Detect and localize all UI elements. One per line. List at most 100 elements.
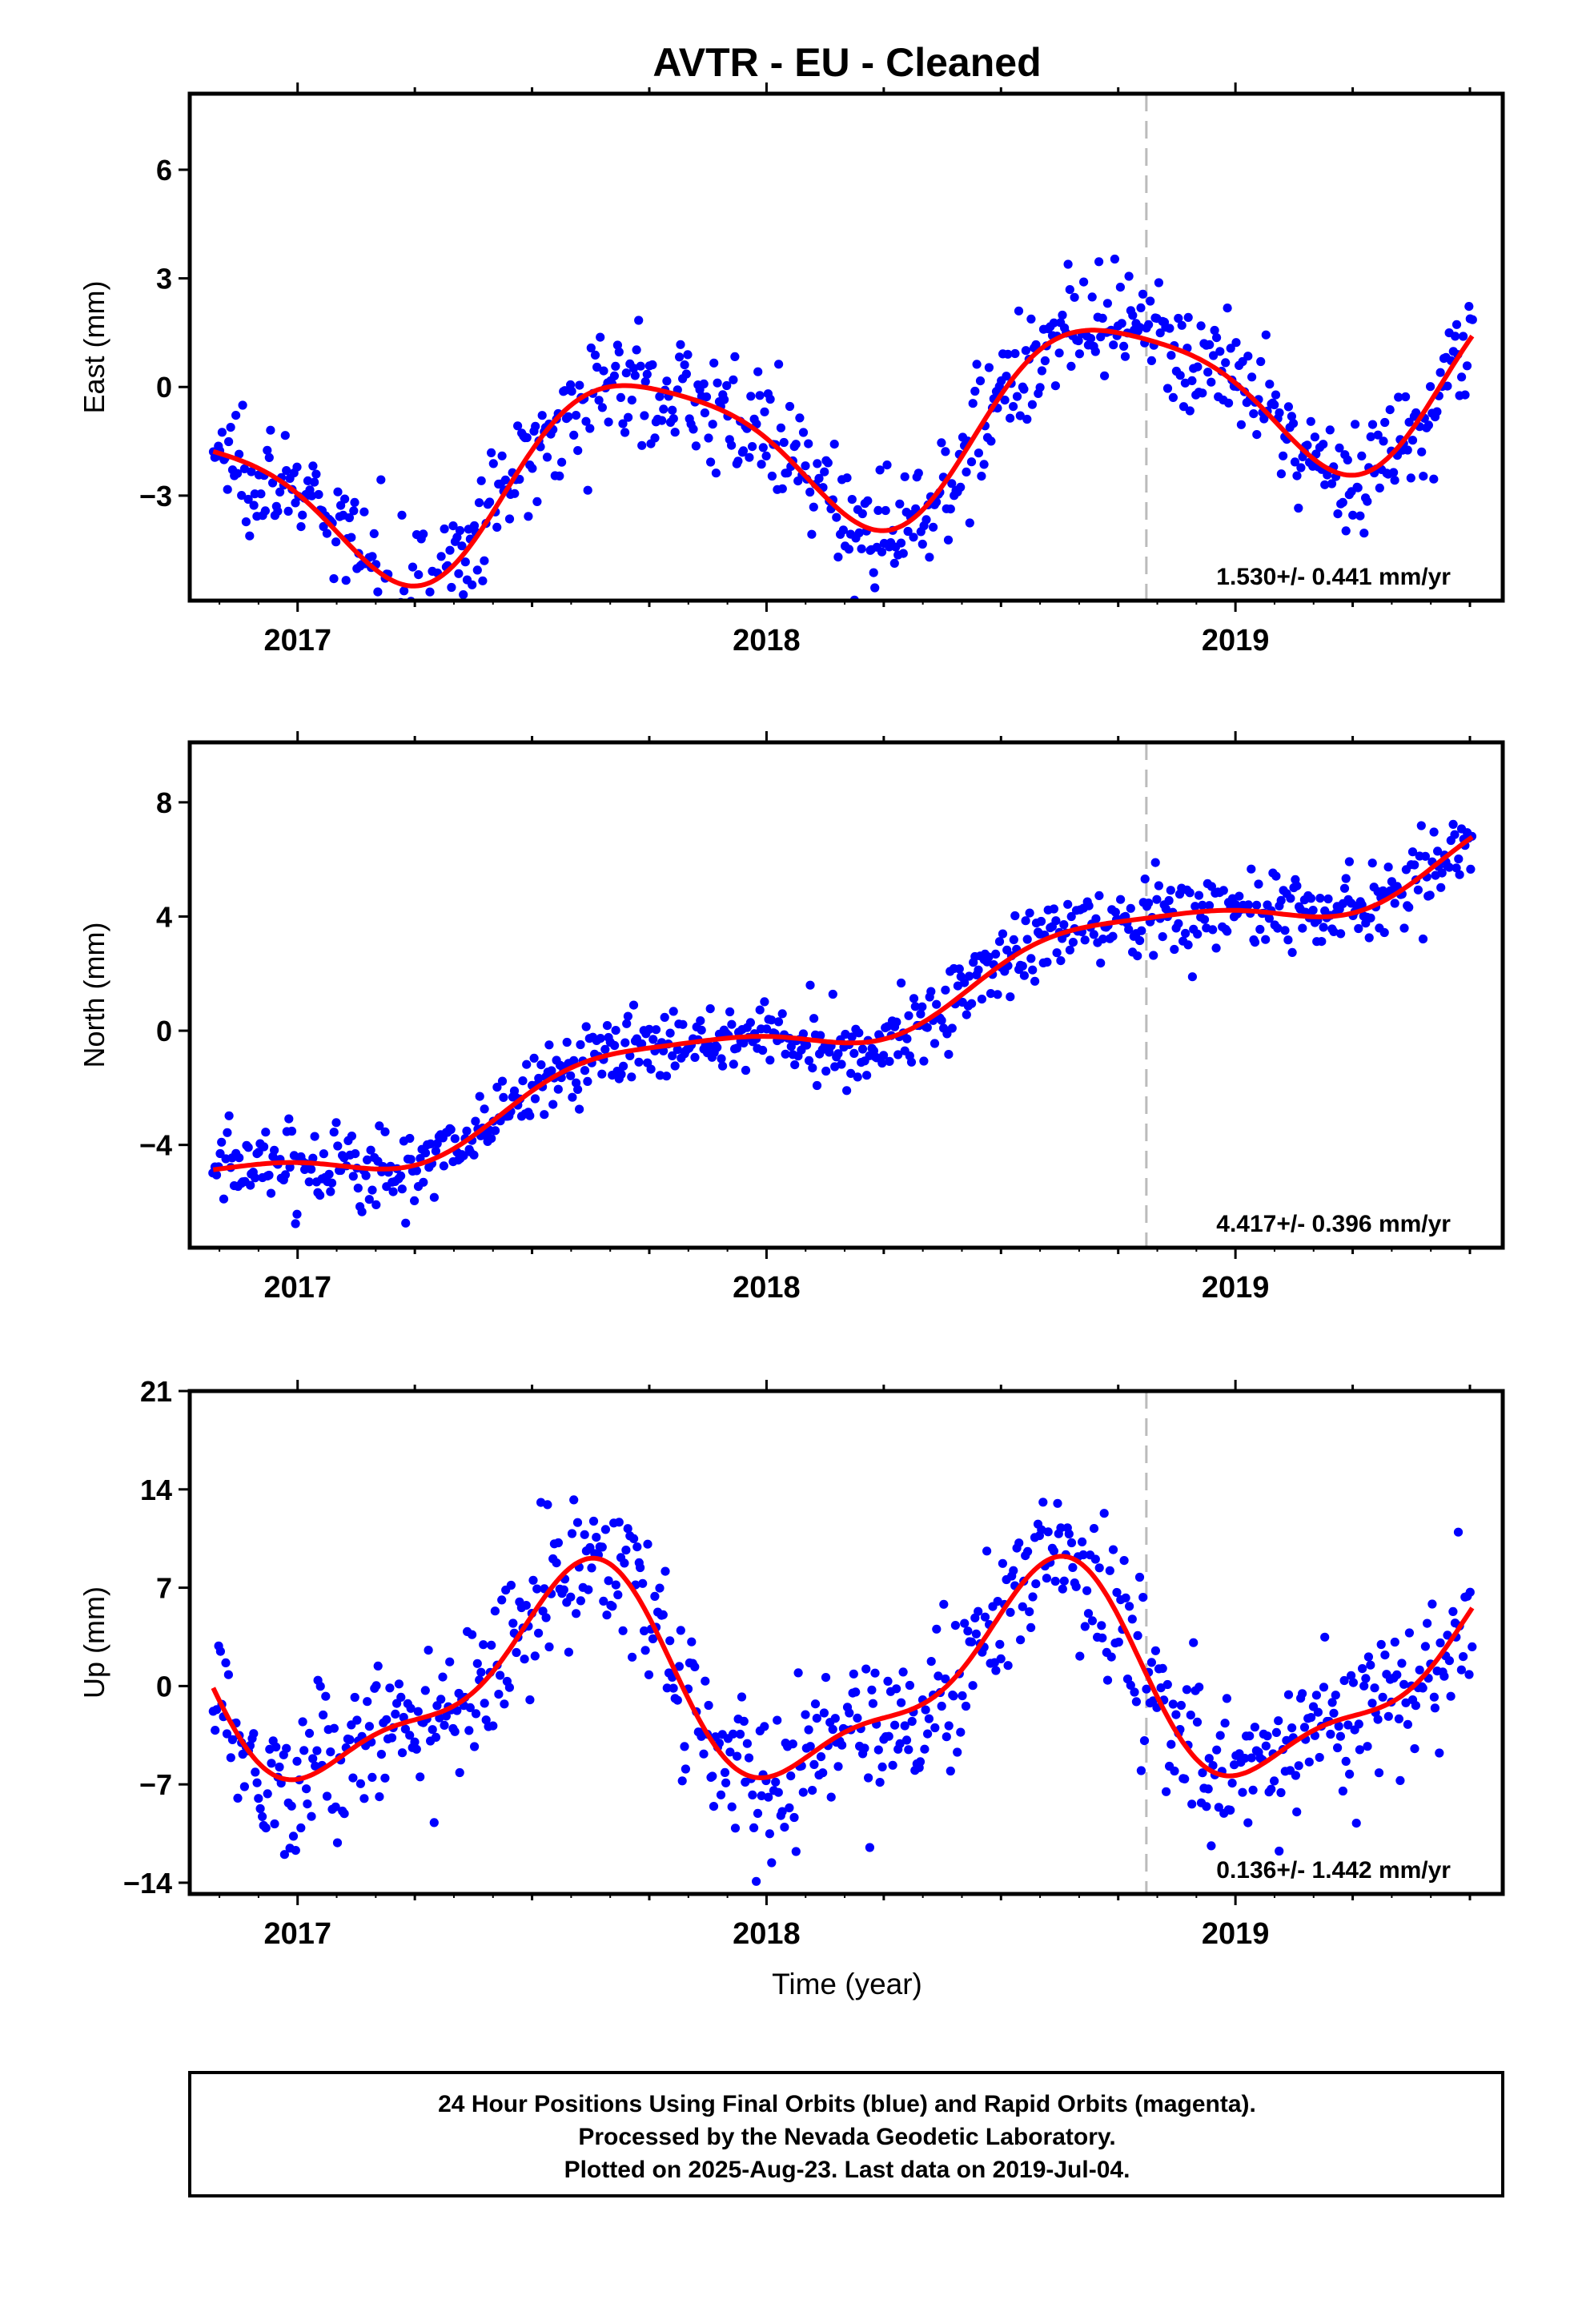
- data-point: [599, 1596, 608, 1606]
- data-point: [926, 987, 936, 996]
- data-point: [1133, 951, 1142, 961]
- data-point: [1236, 420, 1246, 429]
- data-point: [266, 425, 275, 435]
- data-point: [842, 1086, 852, 1096]
- data-point: [1226, 344, 1235, 353]
- data-point: [753, 367, 763, 376]
- data-point: [760, 997, 769, 1007]
- data-point: [1127, 1614, 1137, 1624]
- data-point: [1308, 906, 1318, 915]
- data-point: [704, 433, 713, 443]
- data-point: [1090, 1554, 1100, 1564]
- data-point: [1341, 874, 1351, 883]
- data-point: [1437, 868, 1447, 878]
- data-point: [375, 1792, 384, 1802]
- data-point: [1049, 1546, 1058, 1556]
- data-point: [993, 1597, 1002, 1606]
- data-point: [420, 617, 429, 626]
- data-point: [1443, 1630, 1452, 1640]
- data-point: [1263, 1731, 1272, 1741]
- data-point: [497, 451, 507, 460]
- data-point: [902, 1034, 912, 1043]
- data-point: [738, 446, 749, 456]
- data-point: [1410, 1744, 1419, 1754]
- data-point: [650, 1591, 660, 1601]
- data-point: [1294, 1761, 1303, 1771]
- data-point: [1068, 1562, 1078, 1572]
- data-point: [1287, 947, 1297, 957]
- data-point: [333, 487, 343, 497]
- data-point: [1275, 1846, 1284, 1856]
- data-point: [241, 517, 251, 527]
- data-point: [1320, 1632, 1330, 1642]
- data-point: [1108, 1545, 1118, 1554]
- x-tick-label: 2019: [1202, 1917, 1270, 1951]
- data-point: [311, 1761, 320, 1771]
- data-point: [302, 1784, 311, 1794]
- data-point: [608, 1602, 617, 1611]
- data-point: [255, 1803, 265, 1814]
- data-point: [350, 497, 359, 508]
- data-point: [785, 401, 795, 412]
- data-point: [1087, 1616, 1097, 1626]
- data-point: [780, 1823, 789, 1832]
- data-point: [326, 1747, 335, 1757]
- data-point: [809, 1759, 819, 1769]
- data-point: [950, 1621, 960, 1630]
- data-point: [329, 574, 339, 584]
- data-point: [391, 1709, 400, 1719]
- data-point: [1136, 303, 1146, 312]
- data-point: [758, 1045, 768, 1055]
- data-point: [1223, 304, 1232, 313]
- data-point: [1274, 1716, 1283, 1726]
- data-point: [258, 1811, 267, 1821]
- data-point: [1056, 956, 1066, 966]
- data-point: [718, 1061, 728, 1071]
- data-point: [934, 1671, 943, 1681]
- data-point: [1247, 864, 1256, 874]
- data-point: [889, 558, 899, 569]
- data-point: [270, 1145, 279, 1155]
- data-point: [1000, 396, 1010, 405]
- data-point: [1154, 278, 1163, 287]
- data-point: [559, 1585, 568, 1594]
- data-point: [284, 1114, 294, 1124]
- data-point: [428, 1725, 437, 1735]
- data-point: [488, 459, 498, 468]
- data-point: [1138, 1593, 1148, 1602]
- data-point: [1065, 285, 1074, 295]
- data-point: [1344, 857, 1354, 866]
- data-point: [1050, 1576, 1060, 1586]
- data-point: [1187, 1799, 1197, 1809]
- data-point: [472, 1659, 482, 1668]
- data-point: [922, 1023, 932, 1032]
- data-point: [930, 1039, 940, 1048]
- data-point: [1359, 1681, 1369, 1691]
- data-point: [816, 1752, 826, 1762]
- data-point: [292, 1756, 302, 1766]
- data-point: [845, 1708, 854, 1718]
- data-point: [1448, 1606, 1458, 1616]
- data-point: [590, 350, 600, 360]
- data-point: [748, 442, 757, 452]
- data-point: [897, 978, 906, 988]
- data-point: [231, 411, 241, 420]
- data-point: [373, 587, 383, 597]
- data-point: [837, 1740, 847, 1750]
- data-point: [860, 1743, 869, 1753]
- data-point: [614, 1518, 624, 1527]
- data-point: [683, 350, 693, 360]
- data-point: [1031, 1579, 1041, 1589]
- data-point: [499, 1092, 508, 1102]
- data-point: [329, 1128, 339, 1137]
- data-point: [1021, 916, 1030, 926]
- data-point: [292, 1209, 302, 1219]
- data-point: [681, 1764, 691, 1774]
- data-point: [1014, 1538, 1024, 1548]
- data-point: [1420, 1642, 1430, 1651]
- data-point: [1376, 1639, 1386, 1650]
- data-point: [221, 1658, 231, 1667]
- data-point: [1094, 1563, 1104, 1573]
- data-point: [909, 533, 918, 542]
- data-point: [1183, 940, 1193, 950]
